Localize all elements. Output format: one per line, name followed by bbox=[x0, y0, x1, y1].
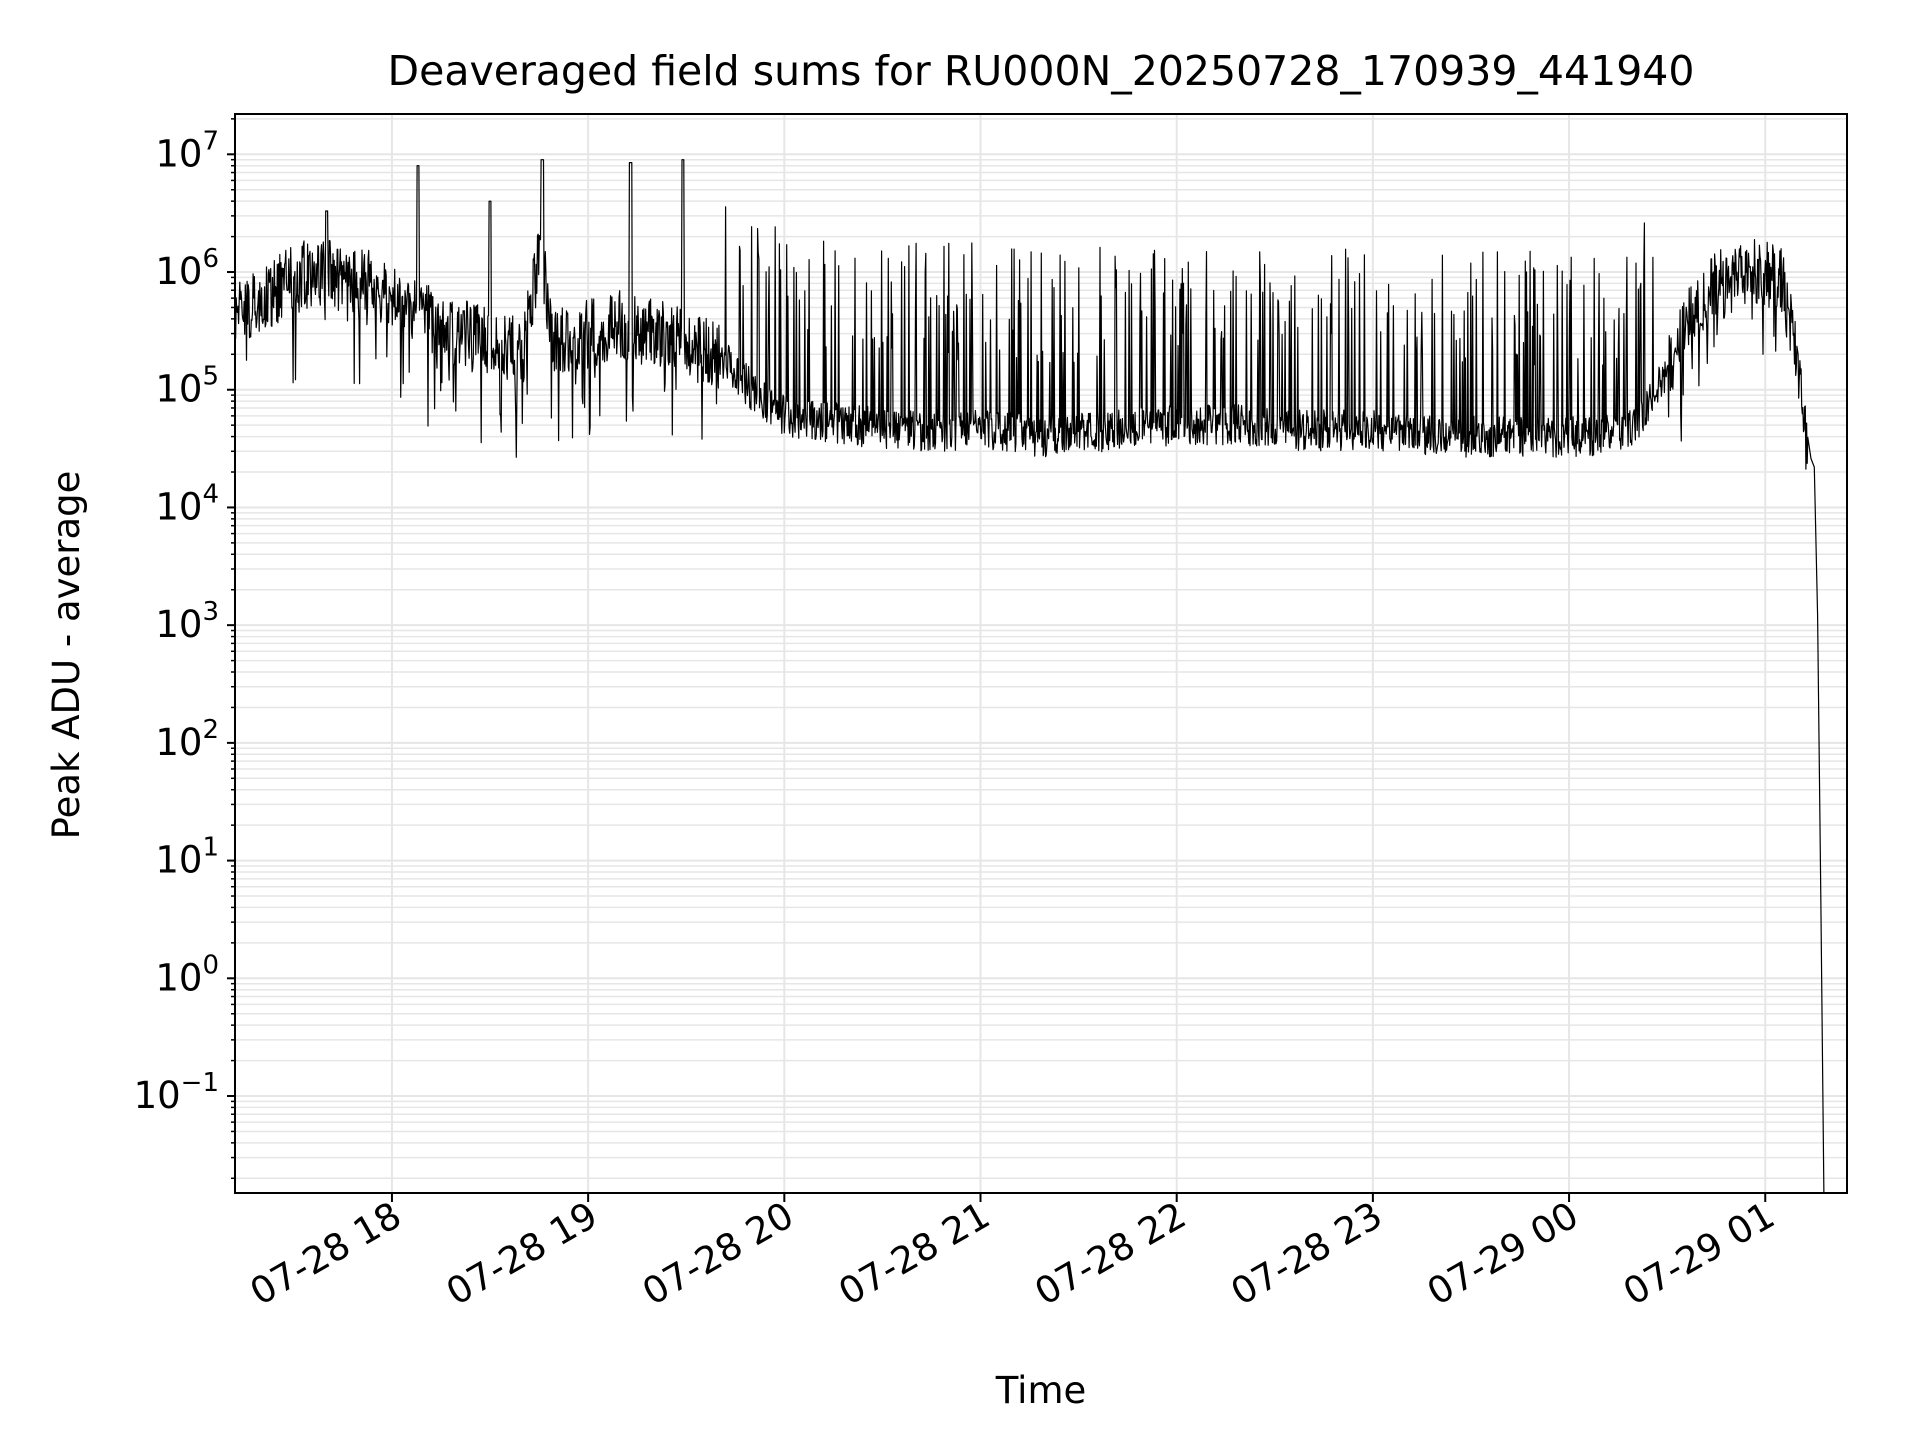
series-line bbox=[235, 159, 1825, 1193]
chart-title: Deaveraged field sums for RU000N_2025072… bbox=[388, 47, 1695, 95]
y-tick-label: 104 bbox=[155, 479, 219, 528]
minor-gridlines bbox=[235, 118, 1847, 1180]
y-tick-label: 106 bbox=[155, 244, 219, 293]
y-tick-label: 101 bbox=[155, 833, 219, 882]
y-tick-label: 105 bbox=[155, 362, 219, 411]
y-tick-label: 10−1 bbox=[134, 1068, 219, 1117]
y-axis: 10−1 100 101 102 103 104 105 106 107 bbox=[134, 118, 235, 1180]
y-tick-label: 102 bbox=[155, 715, 219, 764]
y-tick-label: 100 bbox=[155, 950, 219, 999]
plot-frame bbox=[234, 113, 1848, 1194]
y-tick-label: 103 bbox=[155, 597, 219, 646]
y-axis-label: Peak ADU - average bbox=[45, 471, 88, 840]
series-layer bbox=[235, 159, 1825, 1193]
y-tick-label: 107 bbox=[155, 126, 219, 175]
x-axis-label: Time bbox=[995, 1369, 1087, 1412]
